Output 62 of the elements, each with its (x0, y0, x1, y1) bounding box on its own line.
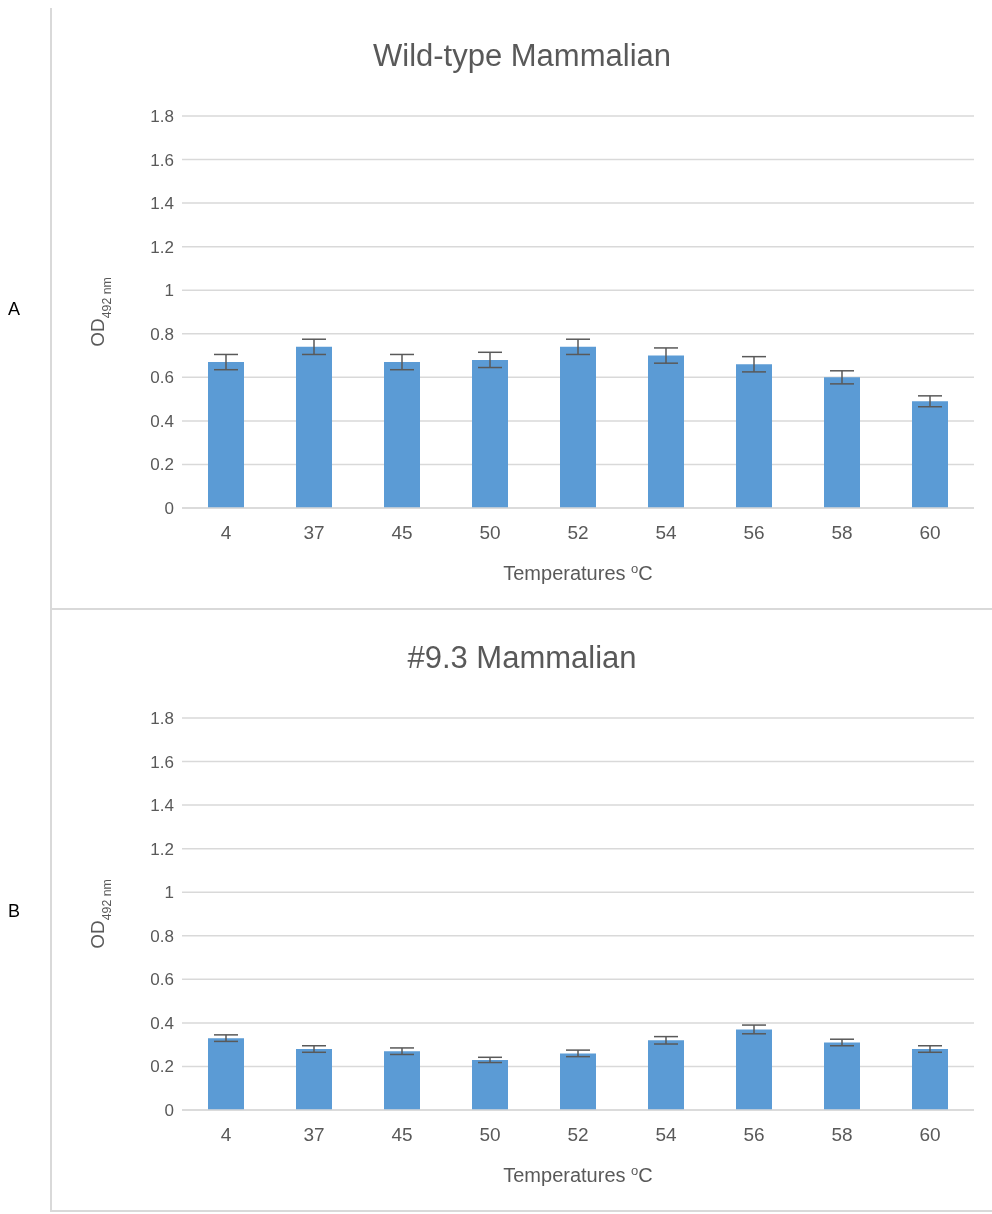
y-tick-label: 1.4 (150, 194, 174, 214)
bar (912, 1049, 948, 1110)
bar (648, 355, 684, 508)
y-tick-label: 1 (164, 281, 174, 301)
x-tick-label: 37 (303, 522, 325, 544)
bar (472, 1059, 508, 1110)
y-tick-label: 0.2 (150, 455, 174, 475)
bar (912, 401, 948, 508)
y-tick-label: 1.4 (150, 796, 174, 816)
x-tick-label: 56 (743, 1124, 765, 1146)
bar (472, 359, 508, 508)
y-tick-label: 1 (164, 883, 174, 903)
bar (208, 362, 244, 508)
x-axis-title: Temperatures $^{o}$C (503, 560, 653, 584)
bar (824, 1042, 860, 1110)
bar (296, 1049, 332, 1110)
y-tick-label: 0.4 (150, 411, 174, 431)
bar (824, 377, 860, 508)
bar (736, 1029, 772, 1110)
y-tick-label: 1.2 (150, 839, 174, 859)
y-tick-label: 0.8 (150, 926, 174, 946)
chart-title: Wild-type Mammalian (372, 38, 672, 74)
x-tick-label: 58 (831, 1124, 853, 1146)
x-tick-label: 45 (391, 522, 413, 544)
x-tick-label: 52 (567, 1124, 589, 1146)
x-tick-label: 56 (743, 522, 765, 544)
x-axis-title: Temperatures $^{o}$C (503, 1162, 653, 1186)
y-tick-label: 0 (164, 1101, 174, 1121)
x-tick-label: 52 (567, 522, 589, 544)
y-tick-label: 0.8 (150, 324, 174, 344)
y-tick-label: 1.8 (150, 709, 174, 729)
bar (560, 346, 596, 508)
chart-title: #9.3 Mammalian (406, 640, 638, 676)
bar (384, 362, 420, 508)
text: A (8, 298, 21, 320)
y-tick-label: 1.6 (150, 150, 174, 170)
bar (296, 346, 332, 508)
x-tick-label: 4 (220, 1124, 232, 1146)
text: B (8, 900, 21, 922)
x-tick-label: 37 (303, 1124, 325, 1146)
x-tick-label: 50 (479, 1124, 501, 1146)
bar (560, 1053, 596, 1110)
x-tick-label: 58 (831, 522, 853, 544)
y-tick-label: 0 (164, 499, 174, 519)
y-tick-label: 1.2 (150, 237, 174, 257)
y-tick-label: 0.2 (150, 1057, 174, 1077)
x-tick-label: 54 (655, 1124, 677, 1146)
y-tick-label: 0.4 (150, 1013, 174, 1033)
x-tick-label: 45 (391, 1124, 413, 1146)
bar (736, 364, 772, 508)
y-tick-label: 1.6 (150, 752, 174, 772)
y-tick-label: 1.8 (150, 107, 174, 127)
y-tick-label: 0.6 (150, 368, 174, 388)
y-tick-label: 0.6 (150, 970, 174, 990)
x-tick-label: 60 (919, 1124, 941, 1146)
x-tick-label: 54 (655, 522, 677, 544)
bar (208, 1038, 244, 1110)
x-tick-label: 50 (479, 522, 501, 544)
x-tick-label: 4 (220, 522, 232, 544)
bar (384, 1051, 420, 1110)
bar (648, 1040, 684, 1110)
x-tick-label: 60 (919, 522, 941, 544)
